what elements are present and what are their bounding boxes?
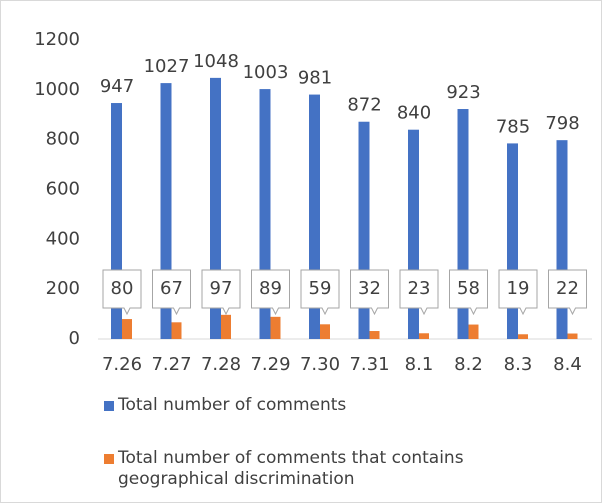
bar (567, 333, 578, 339)
data-label: 923 (446, 82, 480, 103)
x-tick-label: 7.28 (201, 354, 241, 375)
data-label: 22 (556, 278, 579, 299)
y-tick-label: 1000 (34, 79, 80, 100)
bar (259, 89, 271, 339)
legend-item: Total number of comments that contains g… (104, 448, 544, 490)
bar (309, 94, 320, 339)
data-label: 981 (298, 68, 332, 89)
bar (419, 333, 429, 339)
y-tick-label: 400 (46, 228, 80, 249)
x-tick-label: 8.1 (405, 354, 434, 375)
callout (350, 269, 389, 316)
bar (369, 331, 380, 339)
y-tick-label: 1200 (34, 29, 80, 50)
y-tick-label: 600 (46, 179, 80, 200)
callout (449, 269, 488, 316)
data-label: 32 (358, 278, 381, 299)
bar (457, 109, 469, 339)
data-label: 872 (347, 95, 381, 116)
data-label: 59 (309, 278, 332, 299)
callout (201, 269, 241, 316)
bar (122, 319, 132, 339)
legend-swatch (104, 454, 114, 464)
bar (111, 103, 122, 339)
bar (468, 324, 479, 339)
x-tick-label: 7.31 (349, 354, 389, 375)
bar (221, 314, 231, 339)
x-tick-label: 8.2 (454, 354, 483, 375)
callout (548, 269, 587, 316)
x-tick-label: 8.3 (504, 354, 533, 375)
data-label: 840 (397, 103, 431, 124)
bar (507, 143, 518, 339)
x-tick-label: 7.30 (300, 354, 340, 375)
bar (270, 316, 281, 339)
bar (408, 129, 419, 339)
legend-item: Total number of comments (104, 395, 544, 416)
bar (518, 334, 528, 339)
callout (152, 269, 191, 316)
legend-label: Total number of comments (118, 395, 347, 415)
data-label: 785 (496, 116, 530, 137)
data-label: 19 (507, 278, 530, 299)
callout (102, 269, 142, 316)
bar (320, 324, 330, 339)
x-tick-label: 7.29 (250, 354, 290, 375)
data-label: 1027 (144, 56, 190, 77)
callout (399, 269, 439, 316)
y-tick-label: 200 (46, 278, 80, 299)
data-label: 23 (408, 278, 431, 299)
bar (160, 83, 172, 339)
data-label: 80 (111, 278, 134, 299)
callout (498, 269, 538, 316)
y-tick-label: 800 (46, 129, 80, 150)
data-label: 97 (210, 278, 233, 299)
callout (300, 269, 340, 316)
data-label: 1003 (243, 62, 289, 83)
legend-label: Total number of comments that contains g… (118, 448, 464, 489)
bar (358, 121, 370, 339)
y-tick-label: 0 (69, 328, 80, 349)
data-label: 89 (259, 278, 282, 299)
x-tick-label: 7.26 (102, 354, 142, 375)
data-label: 58 (457, 278, 480, 299)
x-tick-label: 7.27 (151, 354, 191, 375)
bar (210, 77, 221, 339)
bar (556, 140, 568, 339)
bar (171, 322, 182, 339)
data-label: 798 (545, 113, 579, 134)
data-label: 67 (160, 278, 183, 299)
data-label: 1048 (193, 51, 239, 72)
callout (251, 269, 290, 316)
legend-swatch (104, 401, 114, 411)
x-tick-label: 8.4 (553, 354, 582, 375)
data-label: 947 (100, 76, 134, 97)
